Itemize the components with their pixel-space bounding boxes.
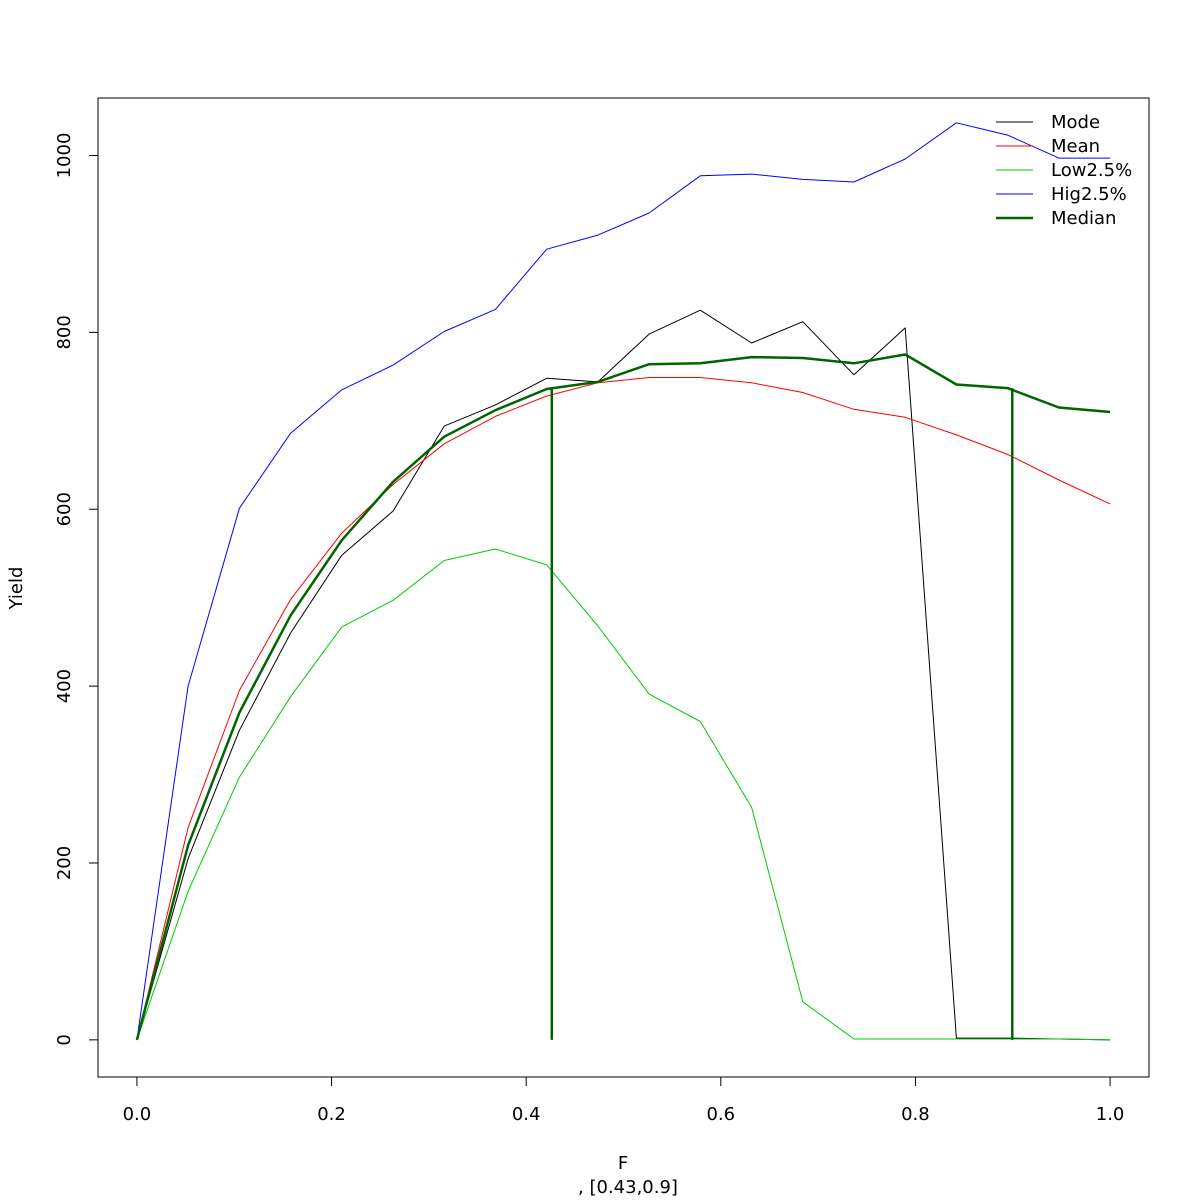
x-tick-label: 0.4: [512, 1104, 541, 1125]
legend-label: Low2.5%: [1051, 160, 1132, 181]
series-line-mode: [136, 309, 1111, 1041]
y-tick-label: 600: [54, 492, 75, 526]
legend-label: Hig2.5%: [1051, 184, 1127, 205]
x-axis: 0.0 0.2 0.4 0.6 0.8 1.0: [123, 1076, 1125, 1125]
series-line-median: [135, 353, 1111, 1041]
x-tick-label: 0.6: [706, 1104, 735, 1125]
series-layer: [135, 122, 1111, 1041]
y-tick-label: 0: [54, 1034, 75, 1045]
y-tick-label: 800: [54, 315, 75, 349]
plot-frame: [97, 97, 1150, 1078]
x-tick-label: 0.2: [317, 1104, 346, 1125]
x-tick-label: 0.0: [123, 1104, 152, 1125]
legend: Mode Mean Low2.5% Hig2.5% Median: [996, 112, 1132, 229]
y-tick-label: 200: [54, 846, 75, 880]
legend-label: Mean: [1051, 136, 1100, 157]
y-tick-label: 1000: [54, 133, 75, 179]
y-axis: 0 200 400 600 800 1000: [54, 133, 99, 1046]
x-axis-subtitle: , [0.43,0.9]: [578, 1177, 678, 1198]
vertical-lines: [550, 388, 1014, 1040]
x-tick-label: 1.0: [1096, 1104, 1125, 1125]
y-tick-label: 400: [54, 669, 75, 703]
x-axis-label: F: [618, 1153, 628, 1174]
y-axis-label: Yield: [6, 567, 27, 611]
legend-label: Mode: [1051, 112, 1100, 133]
x-tick-label: 0.8: [901, 1104, 930, 1125]
series-line-low2-5: [136, 548, 1111, 1041]
series-line-hig2-5: [136, 122, 1111, 1040]
legend-label: Median: [1051, 208, 1116, 229]
series-line-mean: [136, 377, 1111, 1041]
